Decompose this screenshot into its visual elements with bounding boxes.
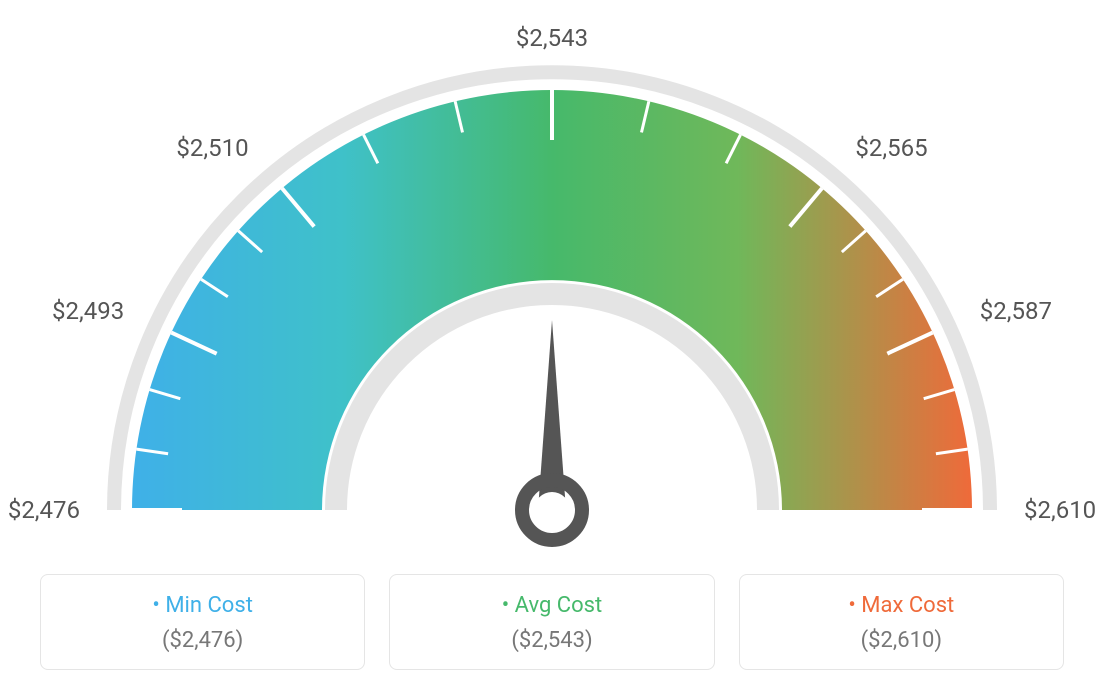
gauge-tick-label: $2,476 (0, 496, 80, 524)
legend-title-avg: Avg Cost (402, 593, 701, 618)
legend-title-max: Max Cost (752, 593, 1051, 618)
gauge-chart: $2,476 $2,493 $2,510 $2,543 $2,565 $2,587 $2,6… (0, 0, 1104, 560)
legend-card-avg: Avg Cost ($2,543) (389, 574, 714, 670)
gauge-tick-label: $2,565 (855, 134, 927, 162)
legend-value-avg: ($2,543) (402, 628, 701, 653)
gauge-tick-label: $2,543 (507, 24, 597, 52)
legend-value-max: ($2,610) (752, 628, 1051, 653)
legend-row: Min Cost ($2,476) Avg Cost ($2,543) Max … (40, 574, 1064, 670)
chart-wrapper: $2,476 $2,493 $2,510 $2,543 $2,565 $2,587 $2,6… (0, 0, 1104, 690)
legend-value-min: ($2,476) (53, 628, 352, 653)
gauge-tick-label: $2,493 (34, 297, 124, 325)
gauge-svg (92, 40, 1012, 560)
legend-title-min: Min Cost (53, 593, 352, 618)
gauge-tick-label: $2,610 (1024, 496, 1096, 524)
legend-card-min: Min Cost ($2,476) (40, 574, 365, 670)
gauge-tick-label: $2,587 (980, 297, 1052, 325)
legend-card-max: Max Cost ($2,610) (739, 574, 1064, 670)
gauge-tick-label: $2,510 (159, 134, 249, 162)
